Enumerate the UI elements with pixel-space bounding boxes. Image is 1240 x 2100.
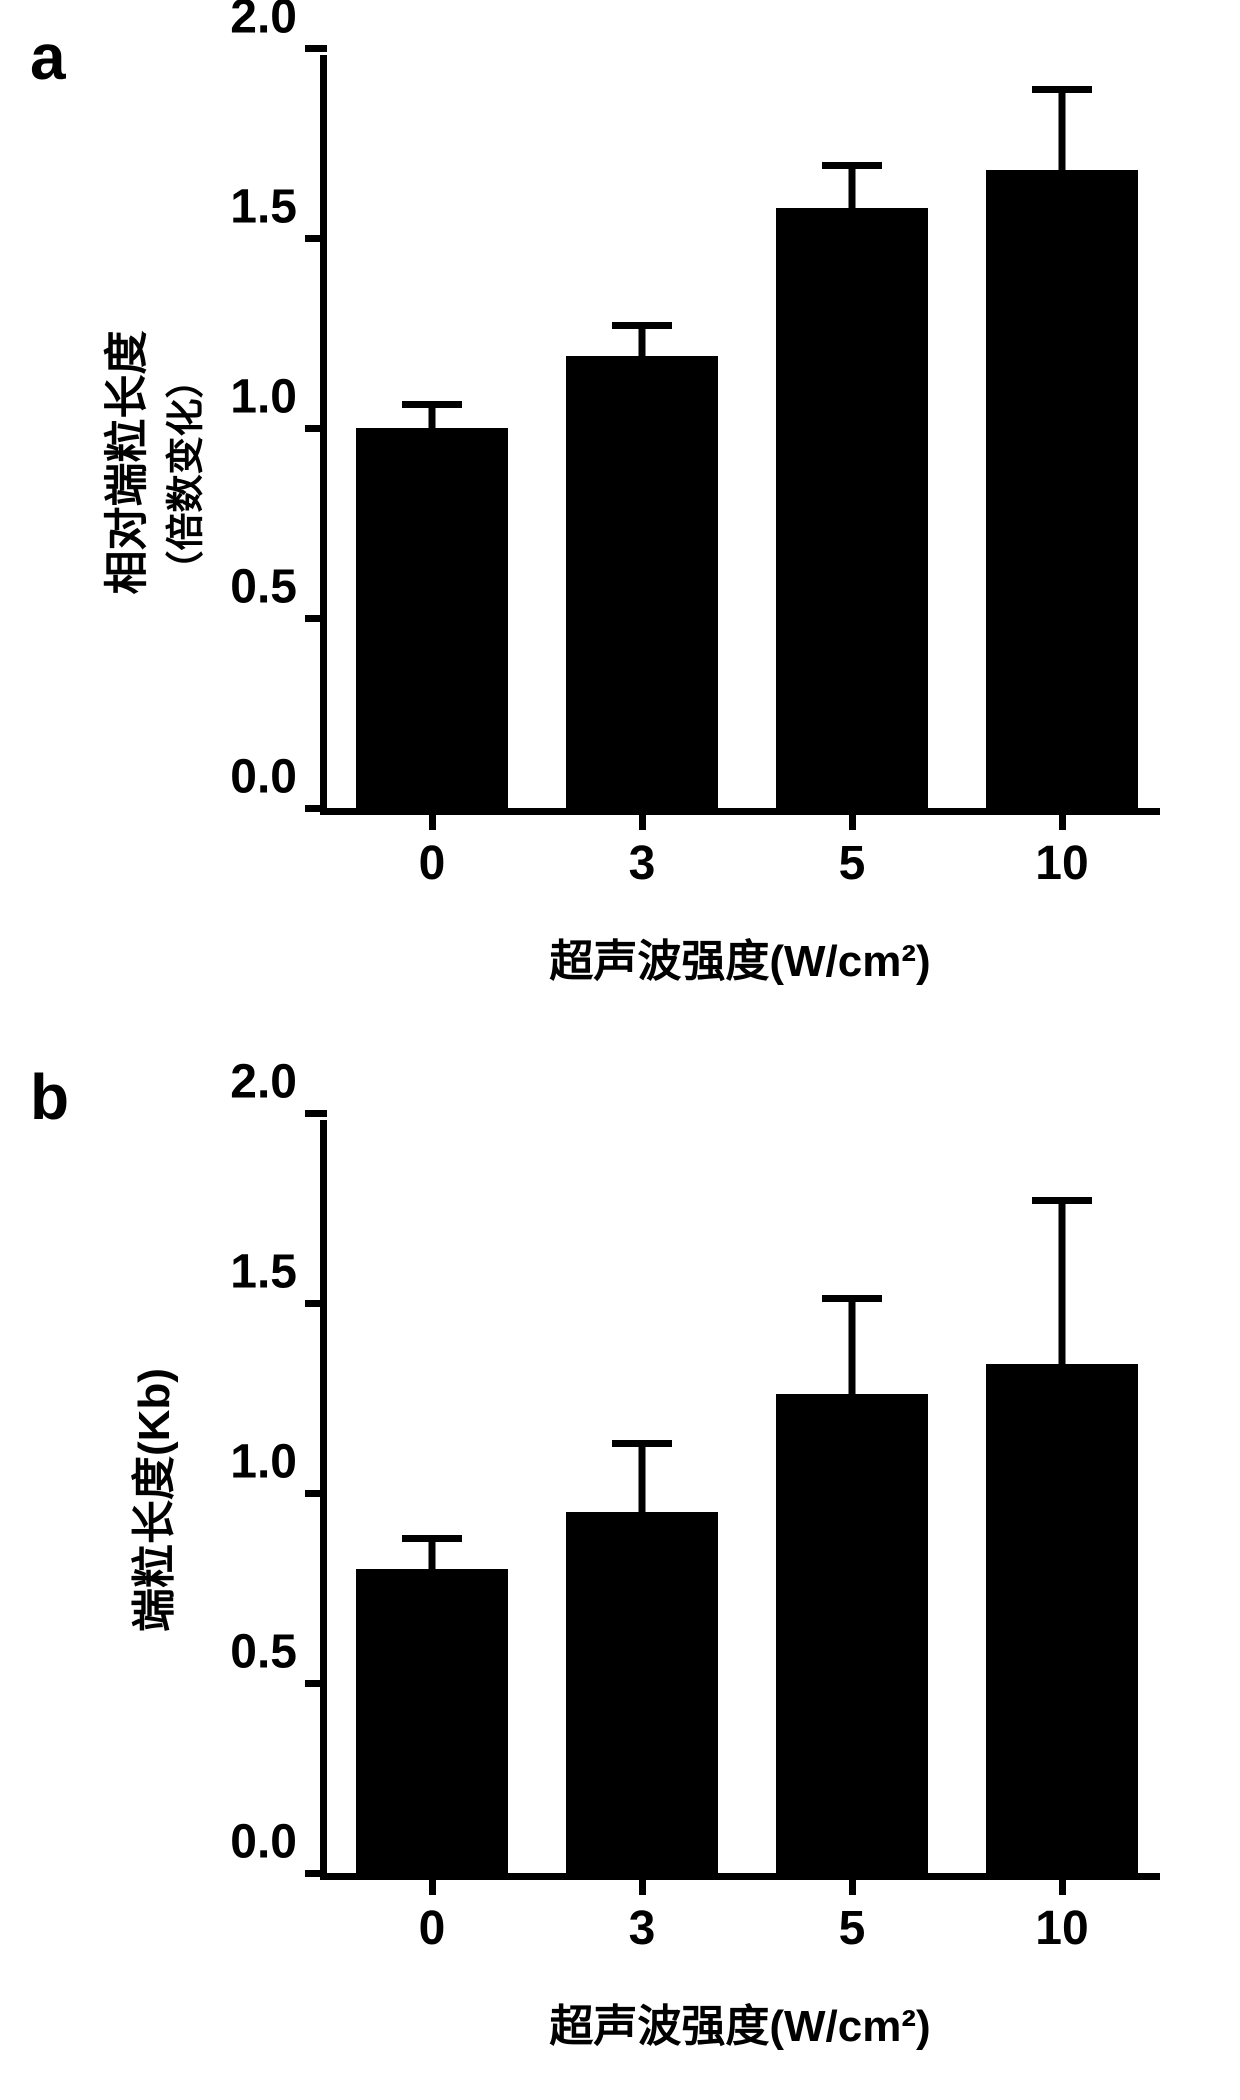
panel-b-label: b	[30, 1060, 69, 1134]
panel-a-x-tick-label: 5	[839, 836, 866, 891]
panel-b-y-tick	[305, 1490, 327, 1497]
panel-b-y-tick-label: 0.5	[230, 1625, 297, 1680]
panel-a-plot-area: 0.00.51.01.52.003510	[320, 55, 1160, 815]
panel-b-error-bar	[402, 1535, 462, 1569]
panel-b-x-tick	[429, 1873, 436, 1895]
panel-a-y-tick-label: 2.0	[230, 0, 297, 45]
panel-b-bar	[566, 1512, 717, 1873]
panel-b-x-axis-label: 超声波强度(W/cm²)	[549, 1990, 930, 2054]
panel-b-bar	[776, 1394, 927, 1873]
panel-a-x-axis-label: 超声波强度(W/cm²)	[549, 925, 930, 989]
panel-a-bar	[776, 208, 927, 808]
panel-a-y-tick	[305, 235, 327, 242]
panel-a-bar	[986, 170, 1137, 808]
panel-a-x-tick	[639, 808, 646, 830]
panel-a-y-axis-label: 相对端粒长度（倍数变化）	[91, 355, 210, 595]
panel-b-x-tick	[849, 1873, 856, 1895]
panel-a-bar	[356, 428, 507, 808]
panel-a-x-tick	[849, 808, 856, 830]
panel-a-y-tick	[305, 615, 327, 622]
panel-b-y-tick-label: 1.0	[230, 1435, 297, 1490]
panel-a-label: a	[30, 20, 66, 94]
panel-b-bar	[986, 1364, 1137, 1873]
panel-b-x-tick-label: 10	[1035, 1901, 1088, 1956]
panel-b-x-tick-label: 0	[419, 1901, 446, 1956]
panel-b-x-tick	[1059, 1873, 1066, 1895]
panel-a-error-bar	[612, 322, 672, 356]
panel-a-y-tick-label: 0.0	[230, 750, 297, 805]
panel-a-x-tick	[429, 808, 436, 830]
panel-b-bar	[356, 1569, 507, 1873]
panel-a-error-bar	[822, 162, 882, 208]
panel-b-y-tick	[305, 1110, 327, 1117]
panel-b-x-tick-label: 5	[839, 1901, 866, 1956]
panel-a-x-tick-label: 0	[419, 836, 446, 891]
panel-a-y-tick-label: 1.5	[230, 180, 297, 235]
panel-a-error-bar	[1032, 86, 1092, 170]
panel-b-y-tick	[305, 1870, 327, 1877]
panel-b-y-tick-label: 2.0	[230, 1055, 297, 1110]
panel-b-y-axis-label: 端粒长度(Kb)	[118, 1392, 182, 1632]
panel-a-y-axis-label-sub: （倍数变化）	[155, 355, 210, 595]
panel-b-error-bar	[612, 1440, 672, 1512]
panel-a-x-tick-label: 3	[629, 836, 656, 891]
panel-b-y-tick	[305, 1300, 327, 1307]
panel-b-y-axis-label-main: 端粒长度(Kb)	[130, 1368, 179, 1632]
panel-a-x-tick-label: 10	[1035, 836, 1088, 891]
panel-a-error-bar	[402, 401, 462, 428]
page: a 0.00.51.01.52.003510相对端粒长度（倍数变化）超声波强度(…	[0, 0, 1240, 2100]
panel-b-x-tick-label: 3	[629, 1901, 656, 1956]
panel-b-y-tick	[305, 1680, 327, 1687]
panel-b-y-tick-label: 1.5	[230, 1245, 297, 1300]
panel-a-y-tick	[305, 45, 327, 52]
panel-b-y-tick-label: 0.0	[230, 1815, 297, 1870]
panel-b-x-tick	[639, 1873, 646, 1895]
panel-a-y-tick-label: 0.5	[230, 560, 297, 615]
panel-a-y-tick-label: 1.0	[230, 370, 297, 425]
panel-a-x-tick	[1059, 808, 1066, 830]
panel-a-y-tick	[305, 425, 327, 432]
panel-a-bar	[566, 356, 717, 808]
panel-b-error-bar	[1032, 1197, 1092, 1364]
panel-a-y-tick	[305, 805, 327, 812]
panel-a-y-axis-label-main: 相对端粒长度	[103, 331, 152, 595]
panel-b-error-bar	[822, 1295, 882, 1394]
panel-b-plot-area: 0.00.51.01.52.003510	[320, 1120, 1160, 1880]
